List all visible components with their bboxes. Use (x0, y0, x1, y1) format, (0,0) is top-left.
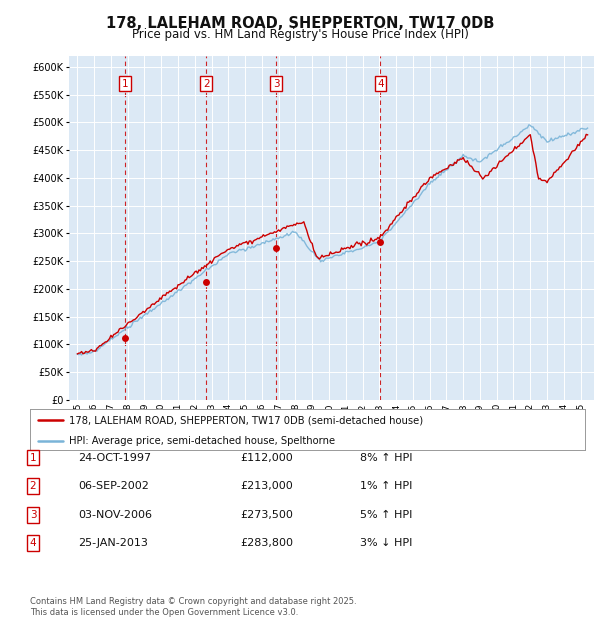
Text: Price paid vs. HM Land Registry's House Price Index (HPI): Price paid vs. HM Land Registry's House … (131, 28, 469, 41)
Text: 24-OCT-1997: 24-OCT-1997 (78, 453, 151, 463)
Text: £283,800: £283,800 (240, 538, 293, 548)
Text: 5% ↑ HPI: 5% ↑ HPI (360, 510, 412, 520)
Text: 1% ↑ HPI: 1% ↑ HPI (360, 481, 412, 491)
Text: Contains HM Land Registry data © Crown copyright and database right 2025.
This d: Contains HM Land Registry data © Crown c… (30, 598, 356, 617)
Text: 8% ↑ HPI: 8% ↑ HPI (360, 453, 413, 463)
Text: 3% ↓ HPI: 3% ↓ HPI (360, 538, 412, 548)
Text: 25-JAN-2013: 25-JAN-2013 (78, 538, 148, 548)
Text: 06-SEP-2002: 06-SEP-2002 (78, 481, 149, 491)
Text: 1: 1 (29, 453, 37, 463)
Text: 3: 3 (29, 510, 37, 520)
Text: 4: 4 (377, 79, 384, 89)
Text: 1: 1 (121, 79, 128, 89)
Text: 2: 2 (203, 79, 209, 89)
Text: £112,000: £112,000 (240, 453, 293, 463)
Text: HPI: Average price, semi-detached house, Spelthorne: HPI: Average price, semi-detached house,… (69, 436, 335, 446)
Text: 178, LALEHAM ROAD, SHEPPERTON, TW17 0DB: 178, LALEHAM ROAD, SHEPPERTON, TW17 0DB (106, 16, 494, 30)
Text: 178, LALEHAM ROAD, SHEPPERTON, TW17 0DB (semi-detached house): 178, LALEHAM ROAD, SHEPPERTON, TW17 0DB … (69, 415, 423, 425)
Text: 03-NOV-2006: 03-NOV-2006 (78, 510, 152, 520)
Text: 3: 3 (272, 79, 279, 89)
Text: £273,500: £273,500 (240, 510, 293, 520)
Text: £213,000: £213,000 (240, 481, 293, 491)
Text: 4: 4 (29, 538, 37, 548)
Text: 2: 2 (29, 481, 37, 491)
